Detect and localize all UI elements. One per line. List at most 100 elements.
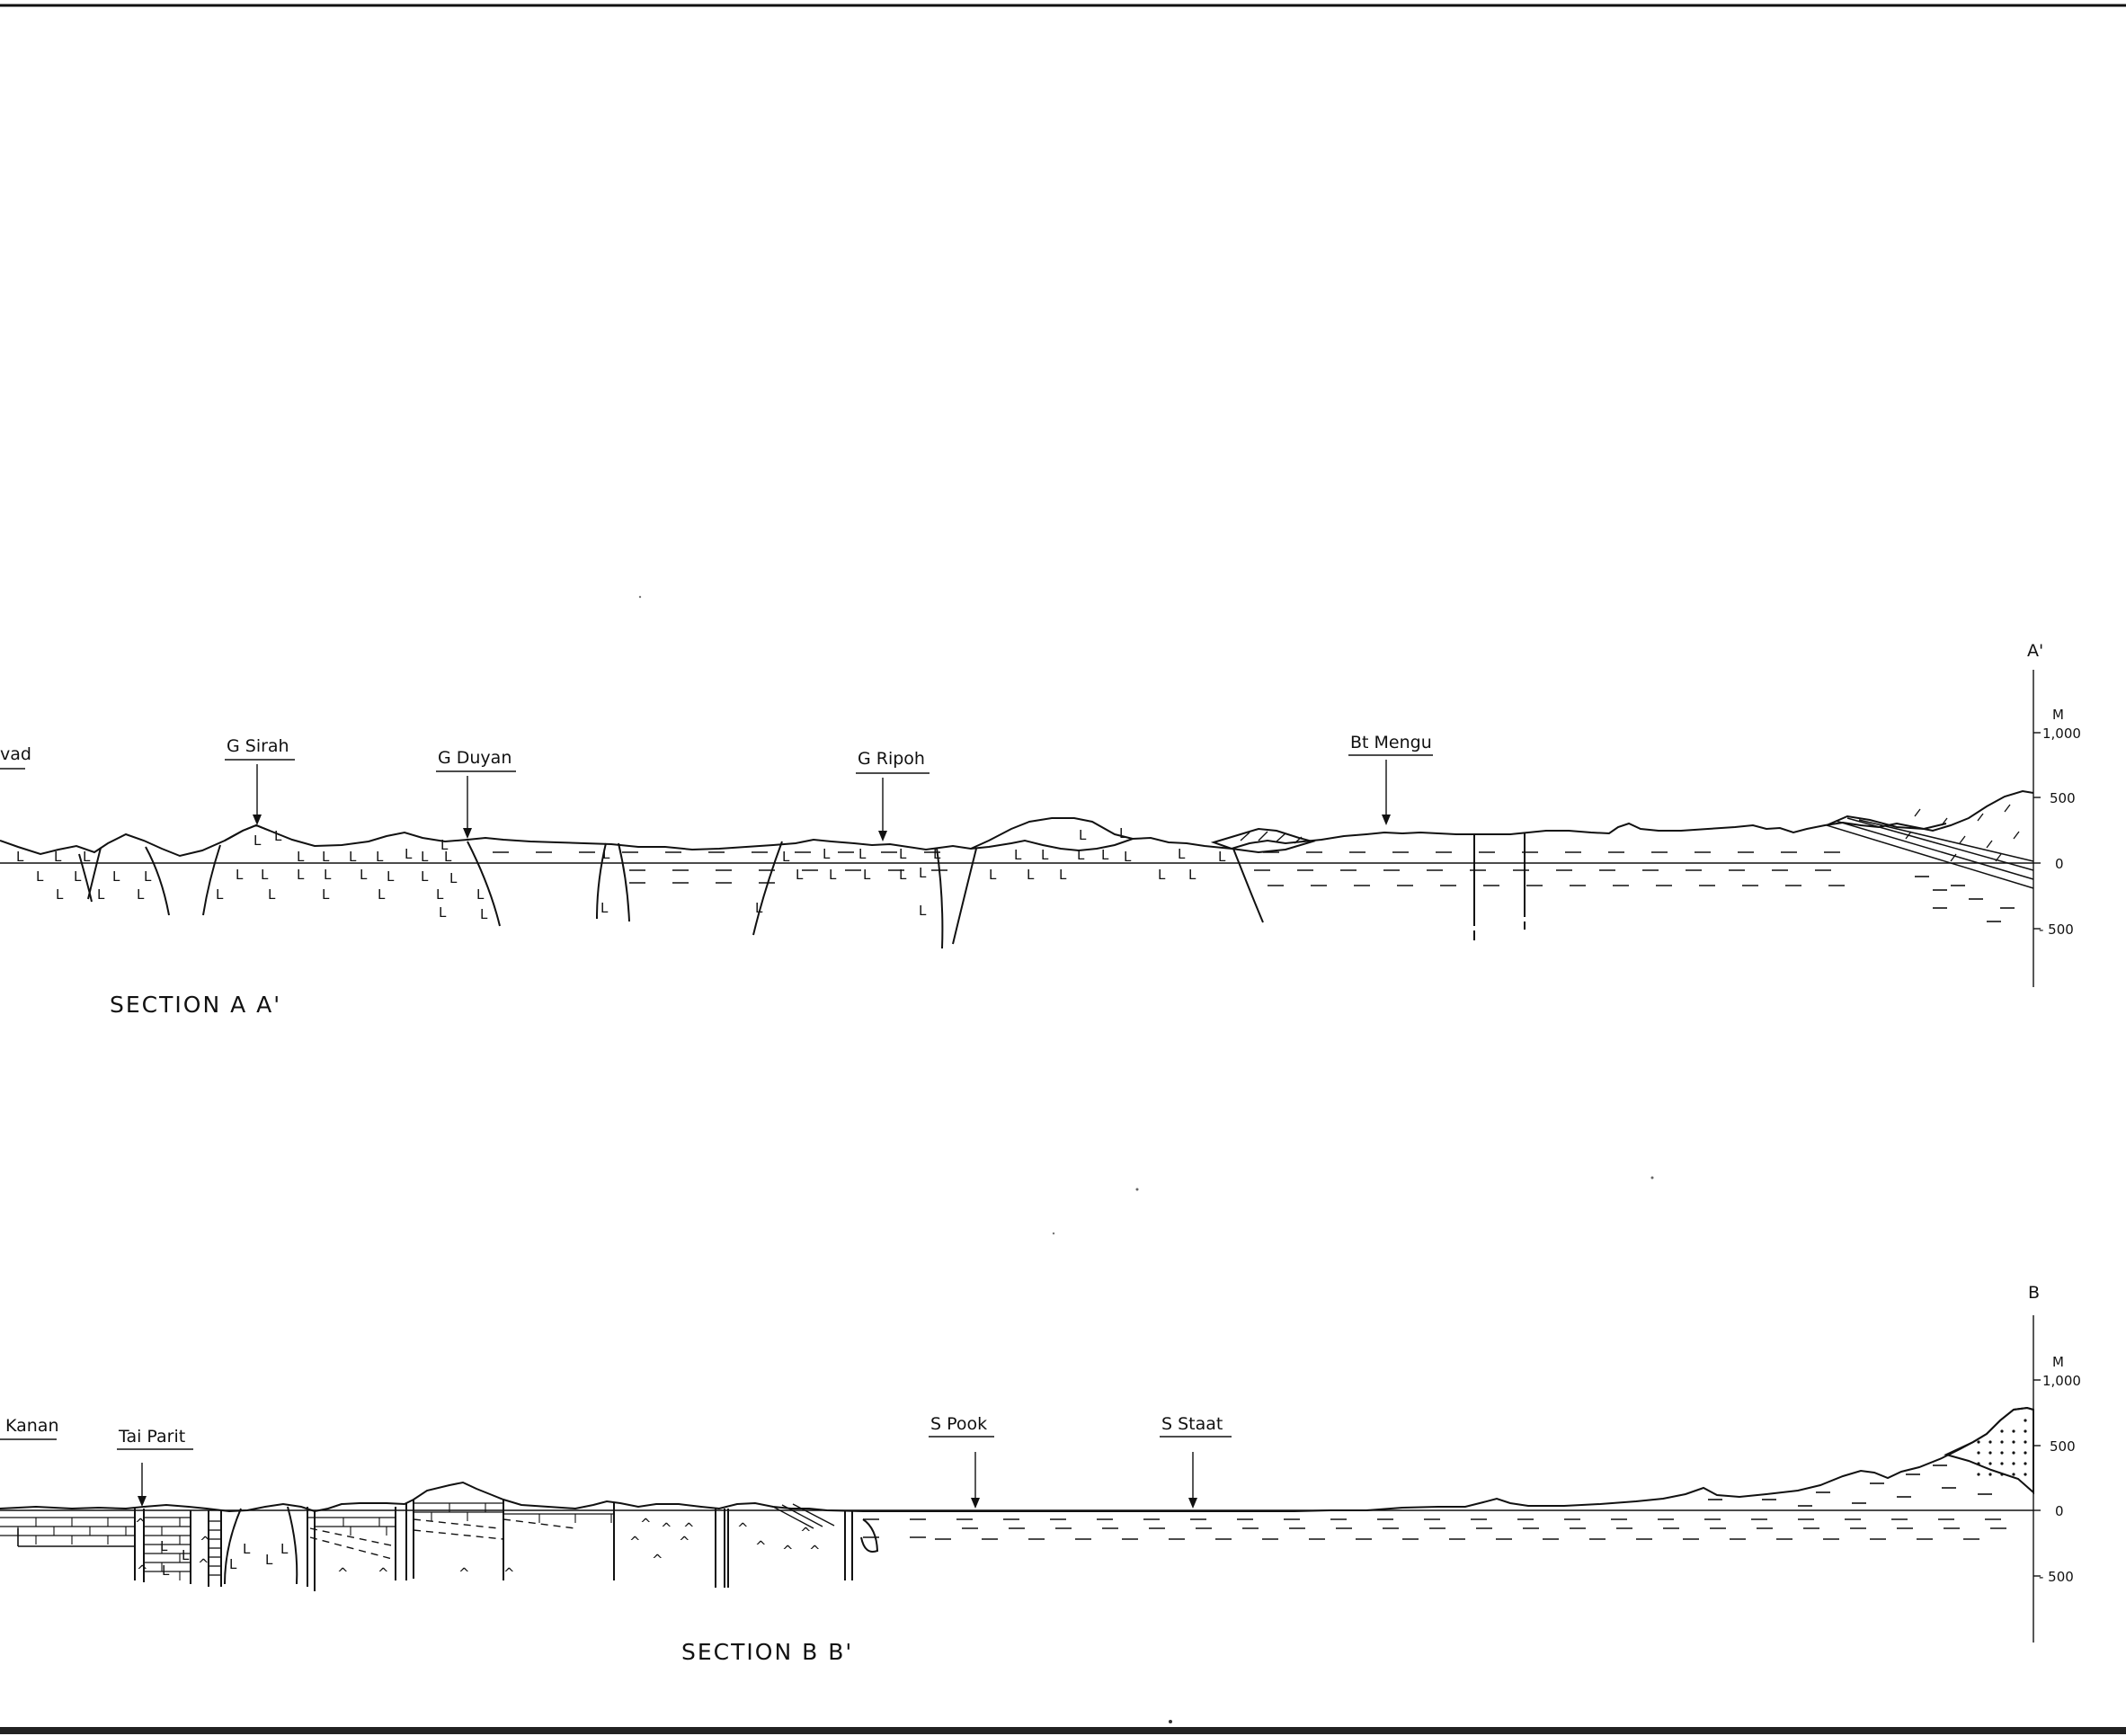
aa-location-label: Bt Mengu — [1350, 733, 1432, 752]
volcanic-l-symbol: L — [1119, 825, 1127, 841]
volcanic-l-symbol: L — [919, 865, 927, 881]
aa-inclined-contact — [1826, 815, 1947, 831]
bb-section-title: SECTION B B' — [681, 1639, 853, 1665]
volcanic-l-symbol: L — [444, 849, 452, 865]
aa-fault — [952, 848, 977, 945]
volcanic-l-symbol: L — [274, 828, 282, 844]
volcanic-l-symbol: L — [436, 886, 444, 903]
bb-fault — [287, 1506, 298, 1585]
aa-scale-end-label: A' — [2027, 641, 2043, 661]
aa-location-label: vad — [0, 744, 31, 764]
bb-scale-tick: 500 — [2050, 1438, 2076, 1455]
volcanic-caret-symbol: ^ — [200, 1534, 211, 1550]
volcanic-caret-symbol: ^ — [378, 1565, 389, 1581]
volcanic-l-symbol: L — [16, 849, 24, 865]
sandstone-dot — [2000, 1429, 2004, 1433]
volcanic-caret-symbol: ^ — [652, 1552, 663, 1568]
volcanic-l-symbol: L — [182, 1547, 190, 1563]
volcanic-l-symbol: L — [162, 1562, 170, 1579]
bb-dotted-fill — [1977, 1419, 2027, 1476]
volcanic-l-symbol: L — [324, 867, 332, 883]
volcanic-l-symbol: L — [1124, 849, 1132, 865]
volcanic-l-symbol: L — [56, 886, 64, 903]
aa-fault — [936, 847, 944, 949]
volcanic-l-symbol: L — [261, 867, 269, 883]
bb-dotted-unit — [1944, 1406, 2034, 1495]
aa-section-title: SECTION A A' — [110, 992, 281, 1018]
bb-dashed-bedding — [309, 1518, 576, 1561]
sandstone-dot — [1988, 1473, 1992, 1476]
volcanic-l-symbol: L — [1077, 847, 1085, 863]
sandstone-dot — [1988, 1462, 1992, 1465]
bb-vertical-scale: B M 1,000 500 0 - 500 — [2028, 1283, 2081, 1643]
bb-scale-tick: 1,000 — [2042, 1373, 2081, 1389]
volcanic-l-symbol: L — [1079, 827, 1087, 843]
volcanic-l-symbol: L — [236, 867, 244, 883]
volcanic-l-symbol: L — [229, 1556, 237, 1572]
volcanic-l-symbol: L — [160, 1538, 168, 1554]
volcanic-caret-symbol: ^ — [137, 1562, 148, 1579]
tuff-symbol — [1977, 813, 1984, 822]
volcanic-l-symbol: L — [36, 868, 44, 885]
volcanic-l-symbol: L — [112, 868, 120, 885]
sandstone-dot — [2012, 1451, 2015, 1455]
bb-scale-tick: 0 — [2055, 1503, 2064, 1519]
aa-scale-tick: 0 — [2055, 856, 2064, 872]
tuff-symbol — [1950, 853, 1957, 862]
sandstone-dot — [2024, 1451, 2027, 1455]
volcanic-l-symbol: L — [1101, 847, 1109, 863]
bb-scale-unit: M — [2052, 1354, 2064, 1370]
aa-fault — [145, 846, 170, 916]
volcanic-caret-symbol: ^ — [782, 1543, 794, 1559]
volcanic-caret-symbol: ^ — [503, 1565, 515, 1581]
bb-arrow-head — [971, 1498, 980, 1509]
volcanic-l-symbol: L — [421, 868, 429, 885]
bb-fault — [224, 1508, 242, 1585]
aa-wedge-unit — [1210, 827, 1316, 854]
bb-arrow-head — [1188, 1498, 1197, 1509]
aa-location-label: G Sirah — [227, 736, 289, 756]
volcanic-l-symbol: L — [216, 886, 224, 903]
aa-sediment-dashes — [493, 851, 2015, 922]
volcanic-l-symbol: L — [83, 849, 91, 865]
aa-hill-center — [970, 817, 1134, 850]
aa-scale-tick: - 500 — [2039, 921, 2074, 938]
sandstone-dot — [2012, 1462, 2015, 1465]
volcanic-l-symbol: L — [268, 886, 276, 903]
volcanic-l-symbol: L — [600, 900, 609, 916]
volcanic-l-symbol: L — [480, 906, 488, 922]
bb-scale-tick: - 500 — [2039, 1569, 2074, 1585]
bb-location-label: S Pook — [930, 1414, 987, 1434]
aa-fault — [87, 847, 102, 900]
volcanic-l-symbol: L — [449, 870, 458, 886]
volcanic-caret-symbol: ^ — [640, 1516, 652, 1532]
volcanic-l-symbol: L — [376, 849, 384, 865]
sandstone-dot — [1988, 1440, 1992, 1444]
paper-speck — [638, 595, 642, 599]
aa-fault — [752, 841, 783, 936]
volcanic-l-symbol: L — [899, 867, 907, 883]
sandstone-dot — [1977, 1462, 1980, 1465]
sandstone-dot — [2000, 1451, 2004, 1455]
volcanic-l-symbol: L — [322, 886, 330, 903]
aa-location-label: G Ripoh — [858, 749, 925, 769]
volcanic-caret-symbol: ^ — [135, 1516, 147, 1532]
sandstone-dot — [2024, 1473, 2027, 1476]
volcanic-l-symbol: L — [858, 846, 867, 862]
sandstone-dot — [2024, 1440, 2027, 1444]
volcanic-l-symbol: L — [1059, 867, 1067, 883]
volcanic-l-symbol: L — [782, 849, 790, 865]
aa-arrow-head — [253, 815, 262, 825]
bb-topographic-profile — [0, 1406, 2034, 1513]
volcanic-caret-symbol: ^ — [683, 1520, 695, 1536]
volcanic-l-symbol: L — [405, 846, 413, 862]
aa-arrow-head — [878, 831, 887, 841]
volcanic-l-symbol: L — [602, 846, 610, 862]
volcanic-l-symbol: L — [439, 904, 447, 921]
volcanic-l-symbol: L — [989, 867, 997, 883]
aa-scale-tick: 1,000 — [2042, 726, 2081, 742]
